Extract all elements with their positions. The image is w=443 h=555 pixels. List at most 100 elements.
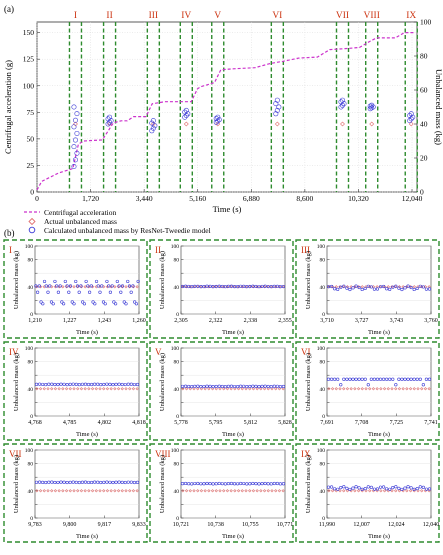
small-calc-marker — [336, 487, 340, 491]
small-calc-marker — [235, 285, 240, 289]
small-calc-marker — [397, 486, 401, 490]
small-panel-x-tick-label: 4,818 — [132, 420, 146, 426]
small-calc-marker — [248, 482, 252, 486]
small-calc-marker — [133, 300, 137, 304]
small-calc-marker — [211, 385, 215, 389]
small-panel-x-tick-label: 1,243 — [98, 318, 112, 324]
small-calc-marker — [129, 480, 133, 484]
small-calc-marker — [202, 384, 206, 389]
small-panel-x-tick-label: 3,760 — [424, 318, 438, 324]
small-actual-marker — [222, 489, 226, 493]
small-calc-marker — [199, 384, 203, 389]
small-calc-marker — [193, 284, 197, 288]
main-calc-marker — [338, 104, 344, 110]
small-calc-marker — [366, 485, 370, 489]
small-calc-marker — [357, 285, 361, 290]
small-actual-marker — [334, 387, 338, 391]
small-calc-marker — [360, 377, 364, 381]
small-calc-marker — [378, 377, 383, 381]
small-panel-x-tick-label: 1,210 — [28, 318, 42, 324]
small-panel-x-axis-label: Time (s) — [76, 533, 98, 540]
small-panel-y-tick-label: 0 — [322, 312, 325, 318]
small-panel-border — [149, 443, 294, 543]
small-calc-marker — [59, 480, 63, 484]
small-actual-marker — [236, 387, 241, 391]
small-panel-y-tick-label: 100 — [25, 346, 34, 352]
small-calc-marker — [403, 486, 407, 490]
small-calc-marker — [34, 480, 39, 484]
small-calc-marker — [56, 382, 60, 387]
small-panel-axes — [34, 449, 140, 519]
small-panel-x-tick-label: 7,725 — [390, 420, 404, 426]
small-panel-x-axis-label: Time (s) — [368, 533, 390, 540]
small-panel-axes — [326, 347, 432, 417]
small-calc-marker — [260, 482, 264, 486]
small-actual-marker — [382, 285, 387, 289]
small-panel-x-tick-label: 1,260 — [132, 318, 146, 324]
small-calc-marker — [202, 284, 206, 289]
small-calc-marker — [248, 384, 252, 389]
small-panel-viii: VIII 0 40 80 100 Unbalanced mass (kg) 10,721 10… — [149, 443, 294, 543]
small-actual-marker — [109, 387, 113, 391]
small-panel-y-tick-label: 100 — [171, 346, 180, 352]
main-calc-marker — [408, 116, 414, 122]
main-y-tick-label: 0 — [30, 188, 34, 197]
small-panel-y-tick-label: 100 — [317, 346, 326, 352]
small-calc-marker — [187, 384, 191, 389]
small-actual-marker — [199, 489, 204, 493]
small-actual-marker — [356, 387, 361, 391]
small-actual-marker — [222, 387, 226, 391]
main-actual-marker — [183, 121, 189, 127]
small-panel-roman-label: VIII — [155, 449, 171, 459]
main-calc-marker — [149, 120, 155, 126]
main-ticks: 0 1,720 3,440 5,160 6,880 8,600 10,320 12,04002… — [23, 18, 432, 204]
small-panel-x-tick-label: 5,778 — [174, 420, 188, 426]
small-actual-marker — [330, 387, 335, 391]
main-calc-marker — [74, 111, 80, 117]
small-calc-marker — [46, 290, 50, 294]
small-calc-marker — [93, 302, 97, 306]
small-calc-marker — [326, 285, 331, 289]
small-actual-marker — [423, 387, 428, 391]
main-y2-tick-label: 20 — [420, 154, 428, 163]
small-calc-marker — [68, 284, 73, 288]
small-panel-roman-label: IX — [301, 449, 311, 459]
main-calc-marker — [370, 104, 376, 110]
small-actual-marker — [131, 387, 136, 391]
small-actual-marker — [345, 387, 350, 391]
small-calc-marker — [281, 384, 286, 389]
small-panel-y-axis-label: Unbalanced mass (kg) — [13, 353, 20, 411]
small-panel-y-tick-label: 100 — [317, 448, 326, 454]
small-actual-marker — [53, 285, 58, 289]
main-window-roman-label: V — [214, 11, 221, 21]
small-panel-y-axis-label: Unbalanced mass (kg) — [159, 251, 166, 309]
small-actual-marker — [277, 387, 282, 391]
small-actual-marker — [181, 489, 185, 493]
main-actual-marker — [215, 121, 221, 127]
small-actual-marker — [79, 489, 84, 493]
small-actual-marker — [364, 489, 368, 493]
small-actual-marker — [61, 489, 65, 493]
small-calc-marker — [400, 287, 404, 292]
small-panel-y-tick-label: 0 — [176, 414, 179, 420]
small-panel-y-tick-label: 40 — [320, 285, 326, 291]
small-actual-marker — [196, 489, 200, 493]
small-actual-marker — [368, 285, 372, 289]
small-actual-marker — [274, 387, 278, 391]
small-panel-roman-label: I — [9, 245, 12, 255]
main-calc-marker — [182, 109, 188, 115]
small-calc-marker — [400, 487, 404, 492]
small-calc-marker — [397, 377, 401, 381]
main-calc-marker — [338, 99, 344, 105]
small-calc-marker — [351, 377, 355, 381]
small-calc-marker — [266, 284, 270, 289]
small-calc-marker — [103, 302, 107, 306]
small-calc-marker — [251, 384, 255, 388]
small-calc-marker — [122, 300, 126, 304]
small-panel-axes — [34, 245, 140, 315]
small-actual-marker — [83, 285, 87, 289]
panel-a-label: (a) — [4, 4, 14, 14]
small-actual-marker — [94, 387, 98, 391]
small-calc-marker — [214, 384, 218, 389]
small-panel-ii: II 0 40 80 100 Unbalanced mass (kg) 2,305 2,322… — [149, 239, 294, 339]
